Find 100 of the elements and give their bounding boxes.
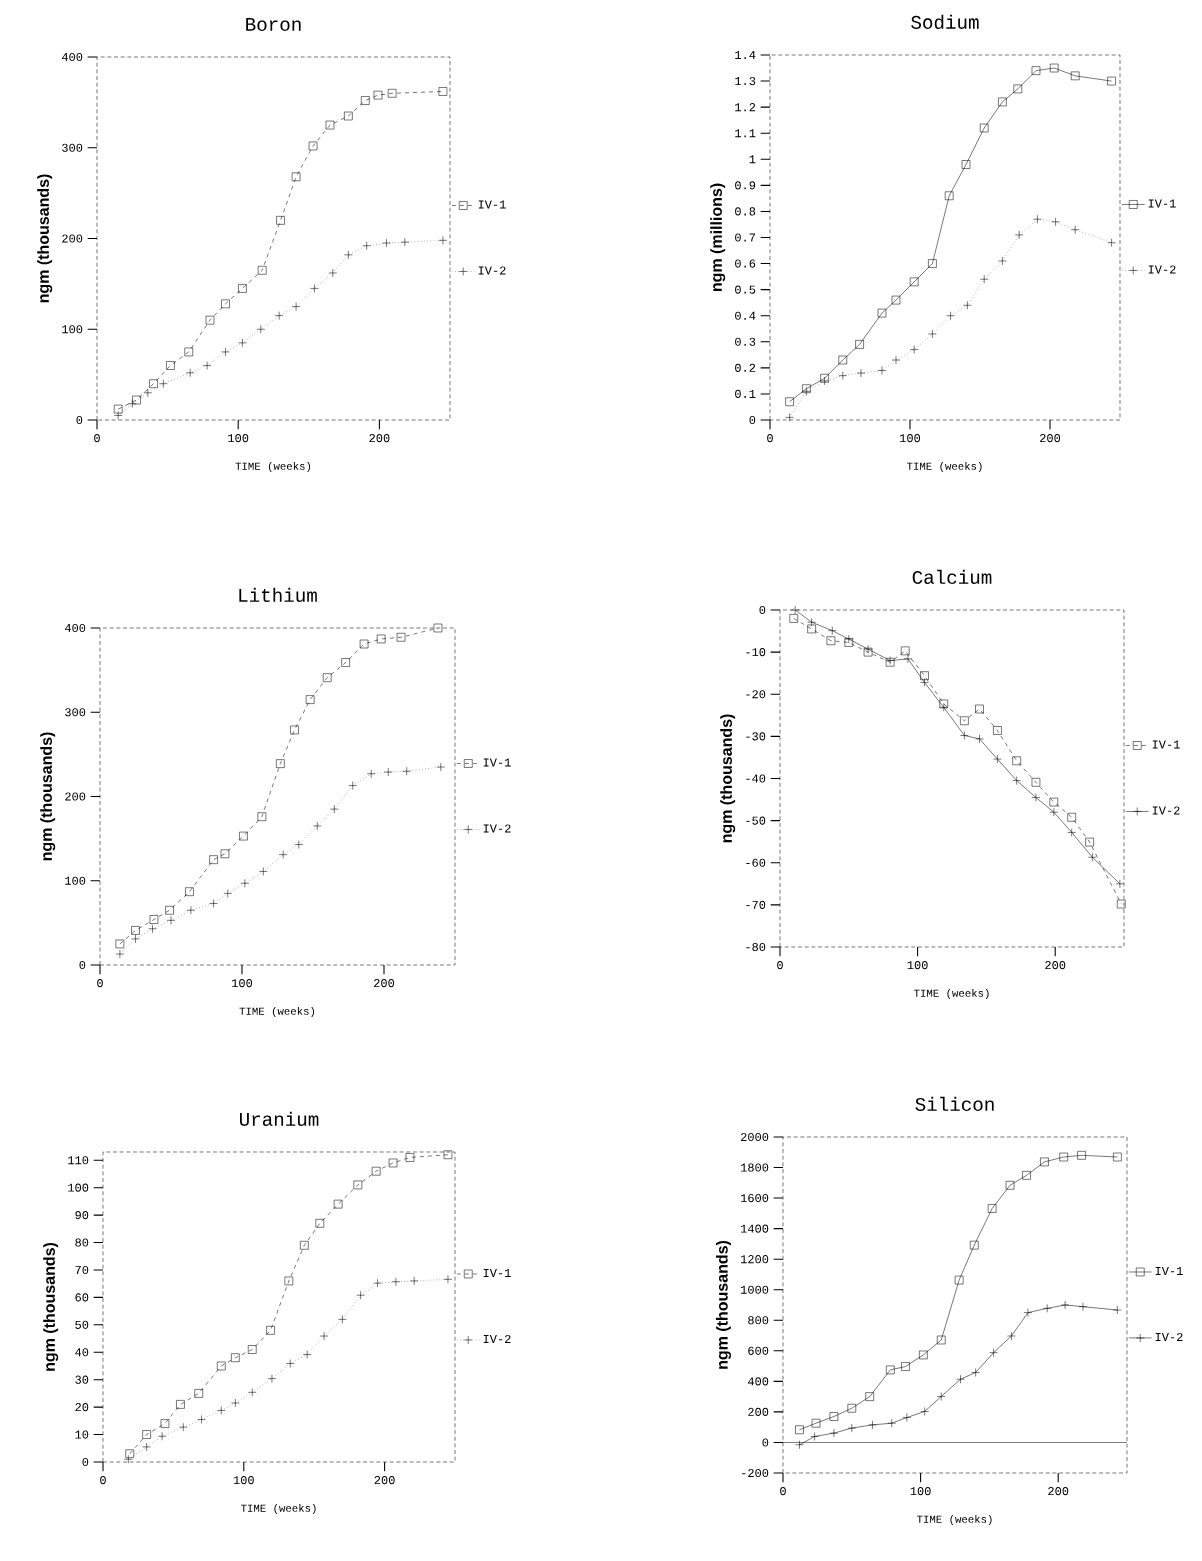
point [131,926,140,935]
point [238,284,247,293]
y-tick-label: 200 [62,234,83,243]
point [443,1150,453,1160]
chart-title: Uranium [240,1111,319,1126]
x-tick-label: 100 [910,1487,931,1496]
y-tick-label: 1800 [741,1163,769,1172]
point [1022,1171,1031,1180]
legend-label: IV-2 [478,266,506,275]
y-tick-label: 1600 [741,1194,769,1203]
x-tick-label: 200 [374,979,395,988]
y-tick-label: 0.6 [735,259,756,268]
point [194,1389,204,1398]
y-tick-label: -20 [746,690,766,699]
point [811,1418,821,1428]
y-tick-label: 80 [75,1238,89,1247]
point [1116,899,1126,909]
x-tick-label: 0 [777,961,783,970]
y-tick-label: 0 [749,415,756,425]
point [325,120,335,130]
point [160,1419,170,1428]
point [290,725,299,735]
point [993,726,1002,735]
y-tick-label: 1400 [741,1224,769,1233]
y-tick-label: 400 [61,52,83,62]
point [979,123,989,133]
y-tick-label: 1.2 [735,103,756,112]
y-tick-label: 0.3 [735,337,756,346]
x-tick-label: 0 [780,1487,786,1496]
point [371,1166,381,1176]
point [886,1365,895,1375]
legend-label: IV-2 [1155,1332,1183,1341]
point [438,87,448,96]
point [838,355,848,365]
legend-label: IV-1 [1155,1267,1183,1275]
point [936,1335,946,1345]
point [891,295,901,305]
point [807,624,816,634]
point [166,361,175,370]
point [333,1199,343,1209]
y-tick-label: -10 [746,648,766,657]
x-axis-title: TIME (weeks) [239,1007,315,1017]
point [149,379,158,388]
point [185,887,194,896]
point [928,259,937,268]
point [165,905,174,915]
point [396,633,406,642]
point [221,299,230,309]
x-tick-label: 0 [94,434,100,443]
y-tick-label: 90 [75,1211,89,1220]
point [826,636,836,646]
point [209,855,218,864]
point [901,1362,910,1371]
point [217,1361,226,1371]
y-tick-label: 0 [762,1438,769,1447]
point [231,1353,240,1363]
point [315,1219,325,1228]
y-tick-label: -70 [746,900,766,909]
point [266,1326,275,1335]
y-tick-label: 1.4 [735,51,756,59]
y-tick-label: 0 [76,415,83,425]
chart-title: Sodium [911,14,979,29]
legend-label: IV-2 [1148,265,1176,274]
y-tick-label: 2000 [740,1132,769,1142]
y-axis-title: ngm (thousands) [40,732,56,861]
point [1049,797,1059,807]
point [276,759,285,768]
point [1113,1152,1122,1162]
y-tick-label: 60 [75,1293,89,1302]
point [855,340,864,349]
point [961,160,971,169]
chart-title: Boron [246,18,301,31]
y-tick-label: 1.1 [735,129,756,138]
point [405,1153,415,1162]
y-tick-label: 20 [75,1403,89,1412]
x-tick-label: 200 [369,434,390,443]
legend-label: IV-2 [483,824,511,833]
y-tick-label: -60 [746,858,766,867]
chart-title: Lithium [239,587,317,602]
point [353,1180,363,1190]
y-tick-label: 50 [75,1320,89,1329]
point [829,1412,839,1421]
point [247,1345,257,1354]
point [322,673,332,682]
x-axis-title: TIME (weeks) [240,1504,316,1514]
point [305,695,315,704]
legend-label: IV-2 [1152,806,1180,815]
point [376,634,386,644]
y-tick-label: 0.2 [735,363,756,372]
point [1049,63,1059,73]
y-tick-label: 400 [747,1377,769,1386]
point [239,831,248,841]
point [975,704,984,714]
legend-label: IV-2 [483,1334,511,1343]
x-tick-label: 100 [232,979,253,988]
x-tick-label: 100 [228,434,249,443]
y-tick-label: 0.8 [735,207,756,216]
point [142,1430,151,1439]
y-tick-label: 0.7 [735,233,756,242]
point [1012,756,1021,766]
